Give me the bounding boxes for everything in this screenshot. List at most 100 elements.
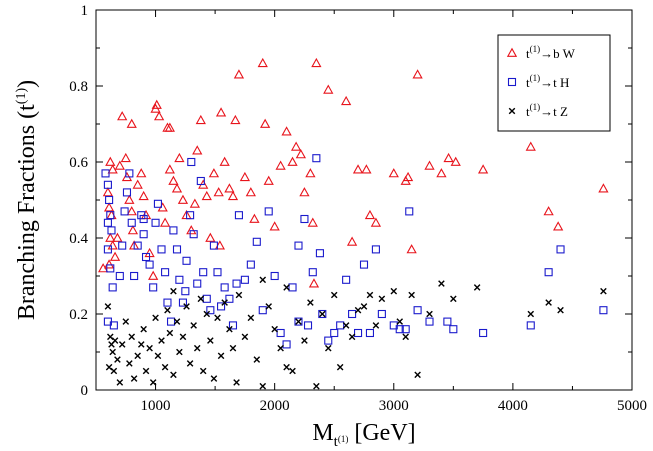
data-point: [126, 206, 137, 216]
data-point: [366, 291, 374, 299]
data-point: [132, 179, 143, 189]
data-point: [283, 284, 290, 291]
data-point: [139, 230, 148, 239]
data-point: [164, 164, 175, 174]
data-point: [377, 309, 386, 319]
data-point: [402, 333, 409, 341]
x-stroke: [190, 322, 197, 329]
data-point: [307, 299, 314, 306]
data-point: [161, 268, 170, 277]
data-point: [151, 218, 160, 227]
x-stroke: [259, 276, 267, 284]
data-point: [249, 213, 260, 223]
x-stroke: [324, 344, 332, 352]
x-stroke: [557, 306, 564, 314]
data-point: [215, 107, 227, 117]
x-stroke: [226, 325, 233, 333]
x-stroke: [221, 299, 228, 306]
data-point: [109, 348, 116, 356]
data-point: [353, 328, 363, 338]
data-point: [171, 183, 183, 193]
data-point: [312, 154, 321, 163]
data-point: [553, 221, 564, 231]
data-point: [111, 337, 119, 344]
data-point: [140, 209, 152, 220]
data-point: [315, 249, 324, 258]
data-point: [557, 306, 564, 314]
data-point: [217, 302, 226, 311]
data-point: [126, 118, 137, 128]
data-point: [364, 209, 376, 220]
data-point: [406, 244, 417, 254]
data-point: [340, 95, 352, 106]
y-tick-label: 0.2: [69, 307, 88, 323]
x-stroke: [414, 371, 421, 379]
data-point: [103, 202, 115, 212]
data-point: [202, 294, 211, 303]
data-point: [305, 168, 316, 178]
x-stroke: [197, 295, 205, 303]
data-point: [371, 245, 380, 254]
x-stroke: [283, 363, 290, 371]
data-point: [301, 337, 308, 344]
data-point: [330, 291, 338, 299]
data-point: [473, 284, 481, 291]
data-point: [308, 278, 320, 288]
data-point: [401, 325, 410, 334]
data-point: [172, 245, 182, 254]
data-point: [190, 322, 197, 329]
x-stroke: [104, 303, 112, 310]
data-point: [271, 325, 278, 333]
data-point: [408, 291, 415, 299]
data-point: [103, 245, 112, 254]
data-point: [134, 352, 141, 360]
x-stroke: [105, 363, 113, 371]
data-point: [181, 287, 190, 296]
data-point: [120, 152, 131, 163]
data-point: [264, 207, 273, 216]
x-stroke: [354, 306, 362, 314]
data-point: [281, 126, 292, 136]
data-point: [151, 99, 162, 109]
data-point: [234, 211, 243, 220]
x-stroke: [149, 379, 157, 386]
data-point: [139, 214, 148, 224]
data-point: [526, 321, 535, 330]
legend-marker: [507, 77, 517, 87]
data-point: [282, 340, 291, 349]
legend-box: [497, 34, 611, 132]
data-point: [275, 160, 286, 170]
data-point: [252, 237, 261, 246]
data-point: [145, 260, 154, 269]
data-point: [294, 317, 303, 326]
data-point: [177, 194, 189, 204]
data-point: [127, 225, 139, 235]
data-point: [240, 275, 249, 284]
data-point: [346, 236, 358, 246]
data-point: [527, 310, 535, 318]
data-point: [193, 279, 202, 288]
x-stroke: [301, 337, 308, 344]
data-point: [169, 226, 178, 235]
data-point: [342, 322, 350, 329]
data-point: [323, 84, 334, 94]
data-point: [170, 371, 177, 379]
legend-label: t(1)→b W: [526, 44, 576, 61]
x-stroke: [106, 333, 114, 341]
y-tick-label: 0.4: [69, 231, 88, 247]
data-point: [179, 333, 187, 341]
data-point: [109, 321, 118, 330]
x-stroke: [233, 379, 240, 386]
data-point: [313, 382, 320, 390]
x-stroke: [438, 280, 445, 287]
x-stroke: [118, 341, 126, 348]
data-point: [477, 164, 489, 174]
data-point: [544, 268, 553, 277]
data-point: [146, 344, 153, 352]
data-point: [168, 175, 179, 185]
data-point: [545, 299, 552, 306]
x-stroke: [235, 291, 243, 299]
data-point: [118, 341, 126, 348]
data-point: [265, 303, 273, 310]
data-point: [402, 171, 414, 182]
